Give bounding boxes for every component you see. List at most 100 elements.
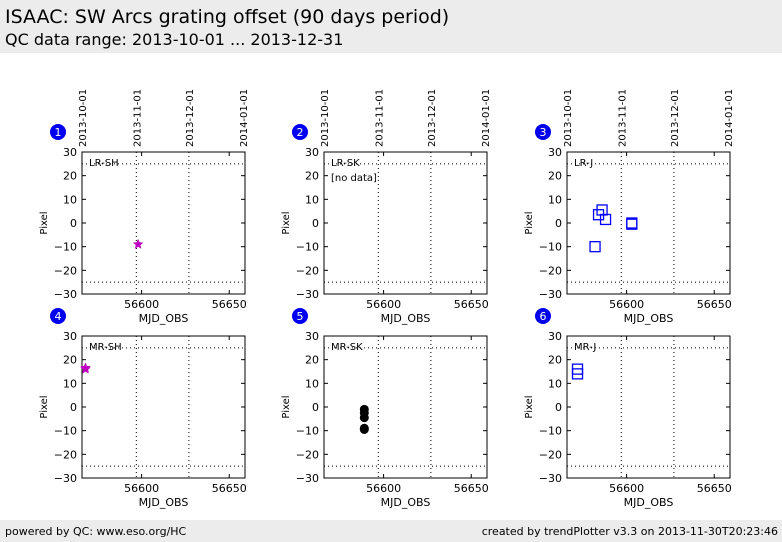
panel-number-text: 6 <box>540 310 547 323</box>
date-tick-label: 2013-11-01 <box>617 89 628 147</box>
plot-panel-6: 30 20 10 0 −10 −20 −30 56600 56650 MJD_OBS Pixel 6 M… <box>524 308 732 509</box>
y-tick-label: 10 <box>305 193 319 206</box>
y-tick-label: −20 <box>539 264 562 277</box>
date-tick-label: 2013-10-01 <box>320 89 331 147</box>
data-point <box>132 238 144 249</box>
x-tick-label: 56650 <box>212 298 247 311</box>
panel-number-text: 5 <box>297 310 304 323</box>
y-tick-label: −20 <box>296 448 319 461</box>
y-axis-label: Pixel <box>39 395 50 418</box>
plot-frame <box>81 151 246 295</box>
x-axis-label: MJD_OBS <box>139 496 189 509</box>
x-tick-label: 56650 <box>697 482 732 495</box>
y-tick-label: −30 <box>539 288 562 301</box>
footer-powered-by: powered by QC: www.eso.org/HC <box>5 525 187 538</box>
panel-label: LR-SH <box>89 158 119 169</box>
plot-panel-2: 30 20 10 0 −10 −20 −30 56600 56650 2013-10-01 2013… <box>281 89 492 325</box>
y-tick-label: 30 <box>305 146 319 159</box>
y-tick-label: 20 <box>63 354 77 367</box>
plot-panel-1: 30 20 10 0 −10 −20 −30 56600 56650 2013-10-01 2013… <box>39 89 250 325</box>
date-tick-label: 2013-11-01 <box>132 89 143 147</box>
panel-label: LR-SK <box>331 158 360 169</box>
x-axis-label: MJD_OBS <box>381 312 431 325</box>
y-tick-label: 30 <box>548 330 562 343</box>
panel-label: MR-J <box>574 342 596 353</box>
plot-frame <box>566 335 731 479</box>
x-tick-label: 56600 <box>124 482 159 495</box>
date-tick-label: 2013-12-01 <box>185 89 196 147</box>
panel-number-text: 2 <box>297 126 304 139</box>
y-tick-label: −20 <box>539 448 562 461</box>
y-tick-label: −20 <box>54 448 77 461</box>
y-tick-label: −10 <box>296 241 319 254</box>
y-tick-label: 0 <box>555 217 562 230</box>
y-tick-label: 30 <box>305 330 319 343</box>
y-axis-label: Pixel <box>524 211 535 234</box>
panel-label: LR-J <box>574 158 593 169</box>
y-tick-label: 20 <box>305 170 319 183</box>
y-tick-label: 10 <box>548 193 562 206</box>
panel-number-badge <box>50 308 66 324</box>
x-tick-label: 56650 <box>212 482 247 495</box>
y-tick-label: 20 <box>548 170 562 183</box>
panel-label: MR-SH <box>89 342 122 353</box>
y-tick-label: 20 <box>548 354 562 367</box>
panel-number-badge <box>292 124 308 140</box>
plot-panel-5: 30 20 10 0 −10 −20 −30 56600 56650 MJD_OBS Pixel 5 M… <box>281 308 489 509</box>
panel-label: MR-SK <box>331 342 363 353</box>
x-axis-label: MJD_OBS <box>624 496 674 509</box>
data-point <box>571 368 584 380</box>
y-tick-label: 10 <box>63 377 77 390</box>
y-tick-label: −30 <box>54 472 77 485</box>
x-tick-label: 56650 <box>697 298 732 311</box>
x-tick-label: 56600 <box>366 298 401 311</box>
y-tick-label: 0 <box>70 401 77 414</box>
data-point <box>626 218 638 230</box>
y-tick-label: 30 <box>63 146 77 159</box>
y-tick-label: 20 <box>63 170 77 183</box>
y-tick-label: 20 <box>305 354 319 367</box>
date-tick-label: 2013-10-01 <box>78 89 89 147</box>
footer-bar: powered by QC: www.eso.org/HC created by… <box>0 520 782 542</box>
y-tick-label: −10 <box>54 241 77 254</box>
data-point <box>359 424 369 434</box>
date-tick-label: 2013-12-01 <box>670 89 681 147</box>
x-tick-label: 56650 <box>454 298 489 311</box>
y-tick-label: −10 <box>54 425 77 438</box>
date-tick-label: 2014-01-01 <box>239 89 250 147</box>
plot-panel-3: 30 20 10 0 −10 −20 −30 56600 56650 2013-10-01 2013… <box>524 89 735 325</box>
footer-created-by: created by trendPlotter v3.3 on 2013-11-… <box>481 525 778 538</box>
y-tick-label: −20 <box>296 264 319 277</box>
plot-frame <box>323 335 488 479</box>
x-axis-label: MJD_OBS <box>624 312 674 325</box>
plot-frame <box>566 151 731 295</box>
y-tick-label: 30 <box>63 330 77 343</box>
y-tick-label: 10 <box>305 377 319 390</box>
data-point <box>359 413 369 423</box>
panel-note: [no data] <box>331 173 377 184</box>
y-tick-label: 10 <box>548 377 562 390</box>
data-point <box>599 213 612 226</box>
panel-number-badge <box>50 124 66 140</box>
x-tick-label: 56600 <box>366 482 401 495</box>
x-axis-label: MJD_OBS <box>139 312 189 325</box>
data-point <box>80 362 91 373</box>
date-tick-label: 2014-01-01 <box>724 89 735 147</box>
header-bar: ISAAC: SW Arcs grating offset (90 days p… <box>0 0 782 53</box>
y-tick-label: −10 <box>539 241 562 254</box>
y-tick-label: −10 <box>296 425 319 438</box>
y-axis-label: Pixel <box>281 395 292 418</box>
data-point <box>589 241 601 253</box>
y-tick-label: 0 <box>70 217 77 230</box>
plot-frame <box>81 335 246 479</box>
y-tick-label: −30 <box>539 472 562 485</box>
x-tick-label: 56600 <box>609 298 644 311</box>
y-tick-label: −30 <box>296 472 319 485</box>
page-title: ISAAC: SW Arcs grating offset (90 days p… <box>5 6 450 28</box>
panel-number-text: 4 <box>55 310 62 323</box>
panel-number-badge <box>292 308 308 324</box>
panel-number-badge <box>535 124 551 140</box>
panel-number-badge <box>535 308 551 324</box>
y-tick-label: −30 <box>296 288 319 301</box>
